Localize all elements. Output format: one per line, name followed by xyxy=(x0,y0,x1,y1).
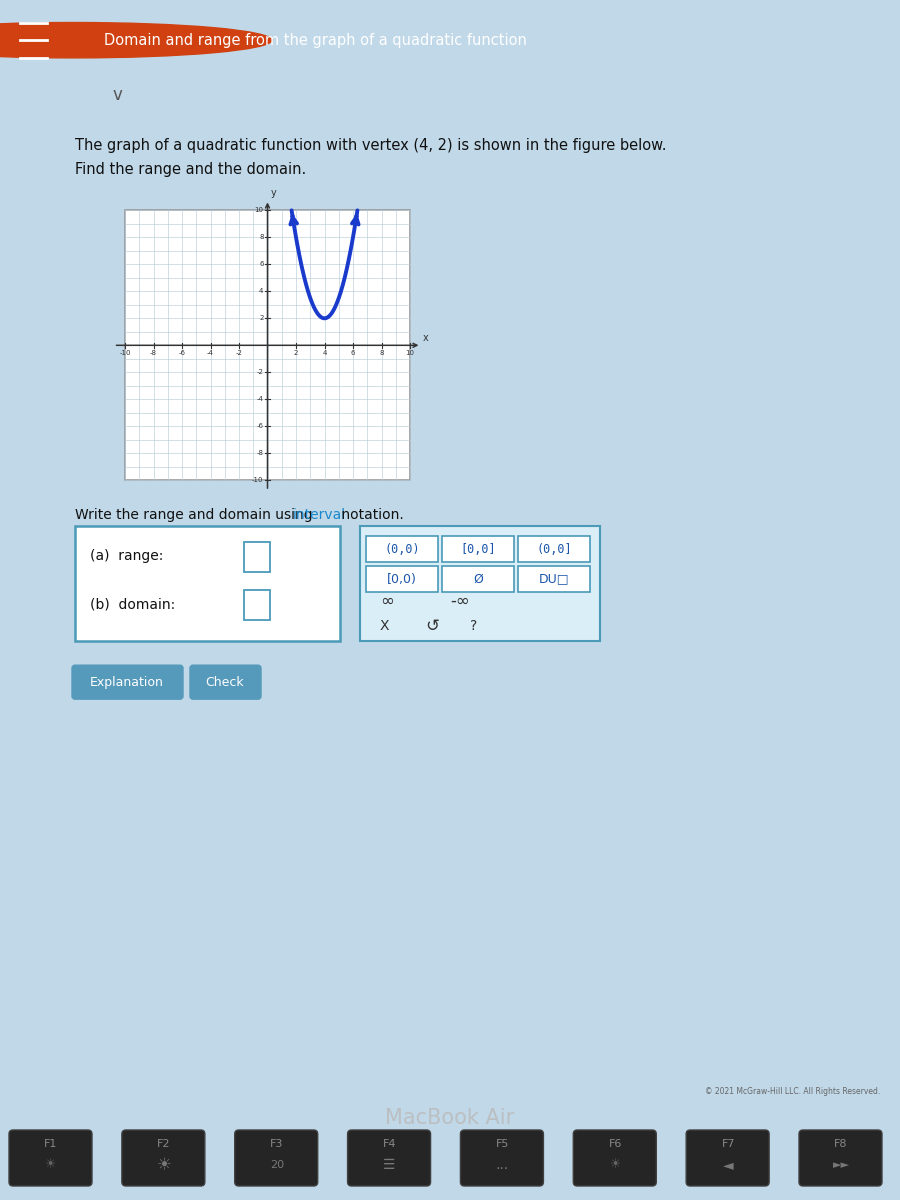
Text: x: x xyxy=(423,334,428,343)
Text: (a)  range:: (a) range: xyxy=(90,550,164,563)
Text: ↺: ↺ xyxy=(425,617,439,635)
Text: ?: ? xyxy=(470,619,477,634)
Text: F3: F3 xyxy=(270,1139,284,1150)
FancyBboxPatch shape xyxy=(244,590,270,620)
Text: F4: F4 xyxy=(382,1139,396,1150)
Text: © 2021 McGraw-Hill LLC. All Rights Reserved.: © 2021 McGraw-Hill LLC. All Rights Reser… xyxy=(705,1087,880,1096)
Text: The graph of a quadratic function with vertex (4, 2) is shown in the figure belo: The graph of a quadratic function with v… xyxy=(75,138,667,154)
Text: 2: 2 xyxy=(259,316,264,322)
Text: F7: F7 xyxy=(722,1139,735,1150)
Text: F8: F8 xyxy=(834,1139,848,1150)
Text: ☰: ☰ xyxy=(383,1158,396,1172)
Text: F5: F5 xyxy=(496,1139,509,1150)
Text: ...: ... xyxy=(496,1158,509,1172)
Text: v: v xyxy=(112,86,122,104)
FancyBboxPatch shape xyxy=(244,542,270,572)
Text: 10: 10 xyxy=(255,208,264,214)
Text: 10: 10 xyxy=(406,350,415,356)
Text: MacBook Air: MacBook Air xyxy=(385,1108,515,1128)
Text: ∞: ∞ xyxy=(380,593,394,611)
Text: 20: 20 xyxy=(270,1160,284,1170)
Text: interval: interval xyxy=(293,509,346,522)
Text: ►►: ►► xyxy=(832,1160,850,1170)
FancyBboxPatch shape xyxy=(347,1130,430,1186)
FancyBboxPatch shape xyxy=(360,527,600,641)
Text: 4: 4 xyxy=(322,350,327,356)
Text: y: y xyxy=(271,188,276,198)
FancyBboxPatch shape xyxy=(75,527,340,641)
Text: Ø: Ø xyxy=(473,572,483,586)
Text: -10: -10 xyxy=(119,350,130,356)
Text: 2: 2 xyxy=(293,350,298,356)
FancyBboxPatch shape xyxy=(686,1130,769,1186)
FancyBboxPatch shape xyxy=(72,665,183,700)
Text: -10: -10 xyxy=(252,478,264,484)
FancyBboxPatch shape xyxy=(799,1130,882,1186)
Text: -4: -4 xyxy=(207,350,214,356)
Text: -2: -2 xyxy=(236,350,242,356)
Text: -2: -2 xyxy=(256,370,264,376)
FancyBboxPatch shape xyxy=(190,665,261,700)
Text: Domain and range from the graph of a quadratic function: Domain and range from the graph of a qua… xyxy=(104,32,526,48)
FancyBboxPatch shape xyxy=(573,1130,656,1186)
Text: F6: F6 xyxy=(608,1139,622,1150)
Text: -6: -6 xyxy=(178,350,185,356)
Text: (b)  domain:: (b) domain: xyxy=(90,598,176,611)
Text: [0,0]: [0,0] xyxy=(460,542,496,556)
Text: ☀: ☀ xyxy=(45,1158,57,1171)
Text: -8: -8 xyxy=(256,450,264,456)
FancyBboxPatch shape xyxy=(366,536,438,563)
Text: Find the range and the domain.: Find the range and the domain. xyxy=(75,162,306,178)
Text: DU□: DU□ xyxy=(539,572,569,586)
Text: (0,0]: (0,0] xyxy=(536,542,572,556)
Text: -6: -6 xyxy=(256,424,264,430)
FancyBboxPatch shape xyxy=(125,210,410,480)
Text: notation.: notation. xyxy=(337,509,404,522)
FancyBboxPatch shape xyxy=(366,566,438,593)
Circle shape xyxy=(0,23,272,58)
Text: 6: 6 xyxy=(259,262,264,268)
Text: Explanation: Explanation xyxy=(90,676,164,689)
Text: ◄: ◄ xyxy=(723,1158,734,1172)
Text: Write the range and domain using: Write the range and domain using xyxy=(75,509,317,522)
Text: -4: -4 xyxy=(256,396,264,402)
Text: ☀: ☀ xyxy=(157,1156,171,1174)
Text: -∞: -∞ xyxy=(450,593,470,611)
FancyBboxPatch shape xyxy=(518,536,590,563)
Text: Check: Check xyxy=(206,676,244,689)
FancyBboxPatch shape xyxy=(442,566,514,593)
FancyBboxPatch shape xyxy=(518,566,590,593)
Text: ☀: ☀ xyxy=(609,1158,621,1171)
FancyBboxPatch shape xyxy=(461,1130,544,1186)
FancyBboxPatch shape xyxy=(9,1130,92,1186)
Text: F2: F2 xyxy=(158,1139,171,1150)
FancyBboxPatch shape xyxy=(122,1130,205,1186)
FancyBboxPatch shape xyxy=(442,536,514,563)
Text: 4: 4 xyxy=(259,288,264,294)
Text: [0,0): [0,0) xyxy=(387,572,417,586)
Text: 8: 8 xyxy=(259,234,264,240)
Text: X: X xyxy=(380,619,390,634)
Text: 8: 8 xyxy=(379,350,383,356)
FancyBboxPatch shape xyxy=(235,1130,318,1186)
Text: -8: -8 xyxy=(150,350,157,356)
Text: 6: 6 xyxy=(351,350,356,356)
Text: (0,0): (0,0) xyxy=(384,542,419,556)
Text: F1: F1 xyxy=(44,1139,58,1150)
